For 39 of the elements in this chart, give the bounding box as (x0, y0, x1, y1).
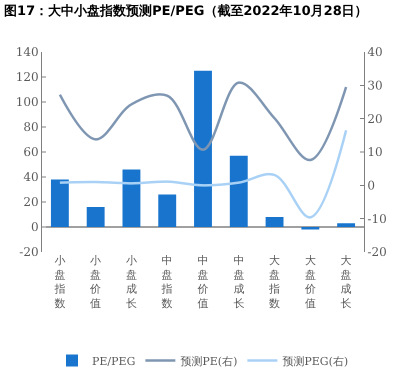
x-tick-label: 小盘成长 (126, 254, 137, 310)
bar (122, 170, 140, 227)
x-tick-label: 中盘成长 (233, 254, 244, 310)
bar (230, 156, 248, 227)
legend-label: 预测PEG(右) (282, 354, 348, 368)
bar (86, 207, 105, 227)
y2-tick-label: -20 (367, 245, 387, 260)
x-tick-label: 小盘价值 (89, 254, 102, 310)
line-series (58, 81, 348, 162)
y2-tick-label: 10 (367, 145, 383, 160)
y-tick-label: -20 (19, 245, 39, 260)
x-tick-label: 小盘指数 (53, 254, 66, 310)
y2-tick-label: -10 (367, 212, 387, 226)
y-tick-label: 140 (16, 45, 39, 60)
y2-tick-label: 40 (367, 45, 383, 60)
x-tick-label: 大盘成长 (340, 254, 352, 310)
y-tick-label: 40 (23, 170, 39, 184)
y2-tick-label: 30 (367, 78, 383, 93)
y-tick-label: 20 (23, 195, 39, 210)
line-series (58, 129, 348, 219)
legend-label: PE/PEG (92, 354, 136, 368)
x-tick-label: 大盘价值 (304, 254, 316, 310)
chart-title: 图17：大中小盘指数预测PE/PEG（截至2022年10月28日） (4, 4, 368, 19)
x-tick-label: 中盘价值 (196, 254, 208, 310)
y-tick-label: 100 (16, 95, 39, 110)
bar (50, 180, 69, 227)
bar (337, 223, 356, 227)
y-tick-label: 60 (23, 145, 39, 160)
y2-tick-label: 0 (367, 178, 376, 193)
y-tick-label: 0 (30, 220, 39, 234)
bar (266, 217, 284, 227)
y2-tick-label: 20 (367, 112, 383, 126)
legend-label: 预测PE(右) (180, 354, 238, 368)
y-tick-label: 120 (16, 70, 39, 84)
x-tick-label: 中盘指数 (160, 254, 173, 310)
x-tick-label: 大盘指数 (268, 254, 280, 310)
bar (158, 194, 176, 227)
y-tick-label: 80 (23, 120, 39, 134)
bar (194, 70, 212, 227)
